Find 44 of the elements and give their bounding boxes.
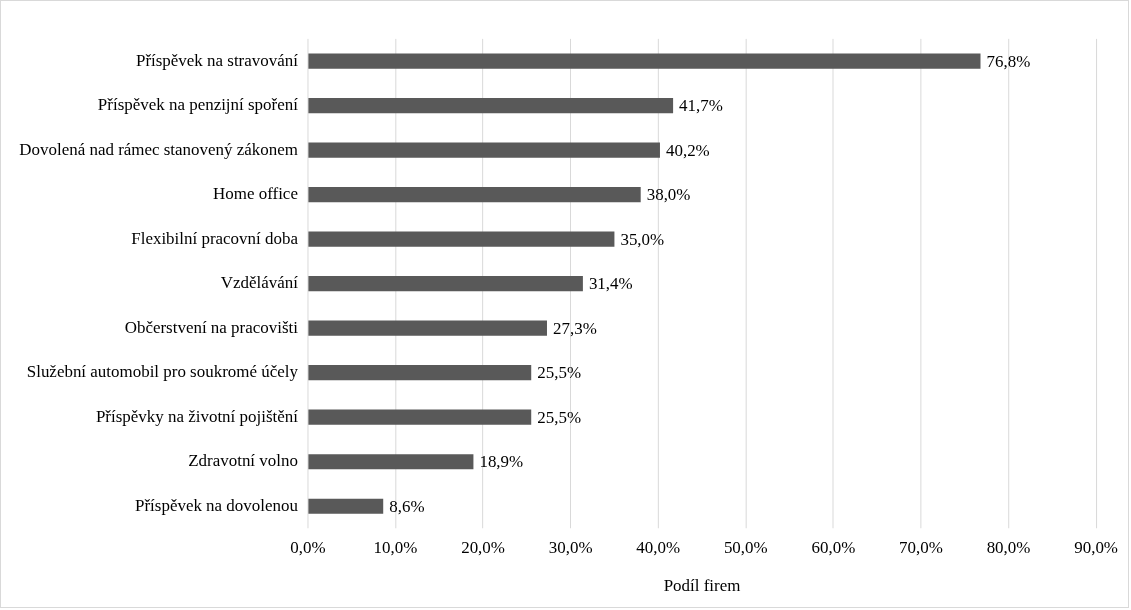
x-tick-label: 90,0% xyxy=(1074,538,1118,558)
bar xyxy=(308,498,384,514)
y-tick-label: Home office xyxy=(213,184,298,204)
bar xyxy=(308,320,547,336)
data-label: 25,5% xyxy=(537,363,581,383)
bar xyxy=(308,276,583,292)
bar xyxy=(308,98,674,114)
x-tick-label: 20,0% xyxy=(461,538,505,558)
bar xyxy=(308,409,532,425)
x-tick-label: 60,0% xyxy=(811,538,856,558)
bar xyxy=(308,365,532,381)
data-label: 8,6% xyxy=(389,496,425,516)
y-tick-label: Služební automobil pro soukromé účely xyxy=(26,362,299,382)
bar xyxy=(308,187,641,203)
bar xyxy=(308,53,981,69)
data-label: 41,7% xyxy=(679,96,723,116)
x-tick-label: 0,0% xyxy=(290,538,326,558)
y-tick-label: Příspěvek na stravování xyxy=(135,50,299,70)
x-tick-label: 10,0% xyxy=(373,538,418,558)
data-label: 31,4% xyxy=(588,274,633,294)
x-tick-label: 40,0% xyxy=(636,538,681,558)
data-label: 76,8% xyxy=(986,51,1031,71)
y-tick-label: Zdravotní volno xyxy=(188,451,298,471)
y-tick-label: Příspěvek na dovolenou xyxy=(135,495,299,515)
data-label: 18,9% xyxy=(479,452,524,472)
y-tick-label: Vzdělávání xyxy=(220,273,299,293)
x-axis-title: Podíl firem xyxy=(663,576,741,596)
x-tick-label: 70,0% xyxy=(899,538,943,558)
data-label: 38,0% xyxy=(646,185,691,205)
data-label: 27,3% xyxy=(552,318,597,338)
y-tick-label: Občerstvení na pracovišti xyxy=(124,317,299,337)
y-tick-label: Příspěvek na penzijní spoření xyxy=(97,95,299,115)
bar xyxy=(308,142,660,158)
y-tick-label: Flexibilní pracovní doba xyxy=(131,228,299,248)
data-label: 25,5% xyxy=(537,407,581,427)
x-tick-label: 30,0% xyxy=(548,538,593,558)
x-tick-label: 50,0% xyxy=(723,538,768,558)
x-tick-label: 80,0% xyxy=(986,538,1031,558)
y-tick-label: Dovolená nad rámec stanovený zákonem xyxy=(19,139,298,159)
y-tick-label: Příspěvky na životní pojištění xyxy=(95,406,299,426)
bar xyxy=(308,231,615,247)
data-label: 35,0% xyxy=(620,229,665,249)
bar xyxy=(308,454,474,470)
data-label: 40,2% xyxy=(665,140,710,160)
